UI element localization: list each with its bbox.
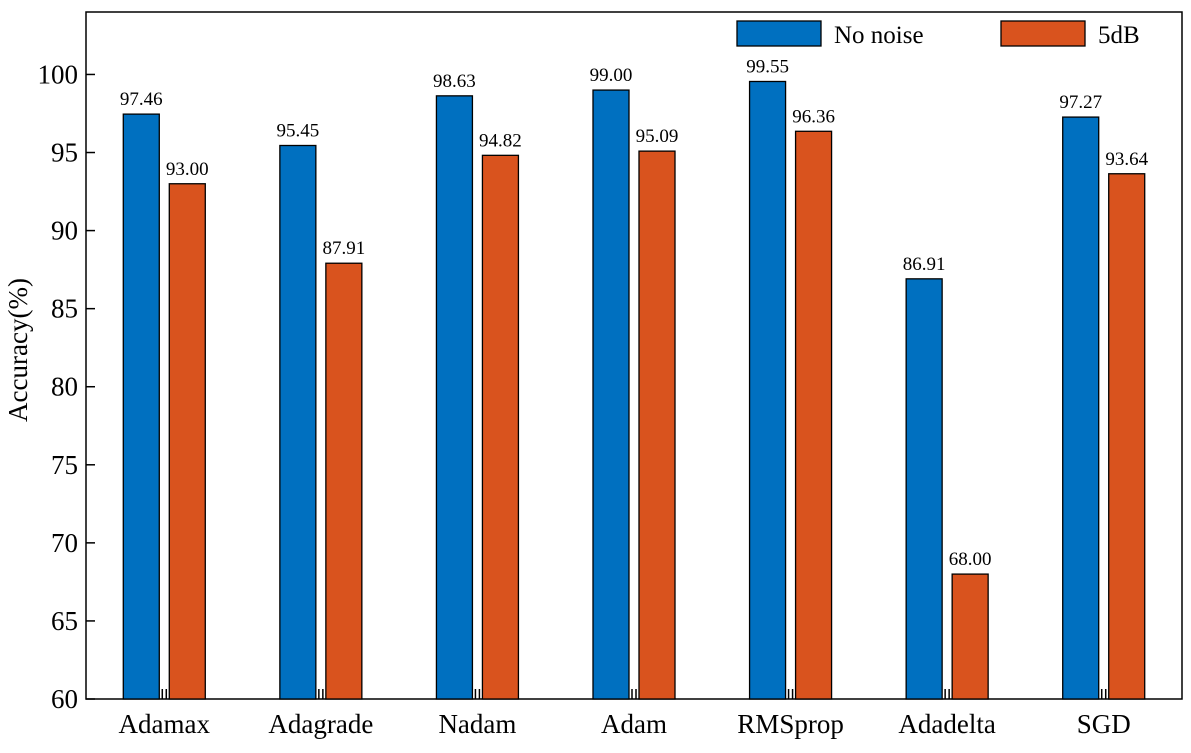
bar-5db-adam bbox=[638, 150, 676, 700]
x-category-label: Adagrade bbox=[268, 709, 373, 739]
y-tick-label: 80 bbox=[51, 372, 78, 402]
bar-series bbox=[122, 80, 1146, 700]
bar-no-noise-adadelta bbox=[905, 278, 943, 700]
data-label: 93.64 bbox=[1105, 149, 1148, 170]
legend: No noise 5dB bbox=[736, 20, 1140, 49]
x-category-label: RMSprop bbox=[737, 709, 844, 739]
data-label: 99.55 bbox=[746, 56, 789, 77]
plot-frame bbox=[85, 11, 1183, 700]
legend-swatch-5db bbox=[1000, 20, 1086, 47]
bar-5db-sgd bbox=[1108, 173, 1146, 700]
x-category-label: Adadelta bbox=[898, 709, 995, 739]
y-tick-label: 70 bbox=[51, 528, 78, 558]
x-axis-category-labels: Adamax Adagrade Nadam Adam RMSprop Adadelta SG… bbox=[119, 689, 1131, 739]
data-label: 95.09 bbox=[636, 126, 679, 147]
data-label: 86.91 bbox=[903, 254, 946, 275]
bar-5db-adagrade bbox=[325, 262, 363, 700]
legend-swatch-no-noise bbox=[736, 20, 822, 47]
y-tick-label: 75 bbox=[51, 450, 78, 480]
bar-no-noise-nadam bbox=[435, 95, 474, 700]
data-label: 96.36 bbox=[792, 106, 835, 127]
data-label: 97.27 bbox=[1059, 92, 1102, 113]
legend-label: 5dB bbox=[1098, 22, 1140, 49]
data-label: 95.45 bbox=[276, 120, 319, 141]
bar-no-noise-adamax bbox=[122, 113, 160, 700]
data-label: 98.63 bbox=[433, 71, 476, 92]
y-tick-label: 95 bbox=[51, 138, 78, 168]
data-label: 97.46 bbox=[120, 89, 163, 110]
y-tick-label: 65 bbox=[51, 606, 78, 636]
bar-5db-nadam bbox=[481, 154, 520, 700]
y-axis-title: Accuracy(%) bbox=[3, 278, 33, 422]
data-label: 99.00 bbox=[590, 65, 633, 86]
y-tick-label: 60 bbox=[51, 684, 78, 714]
y-tick-label: 90 bbox=[51, 216, 78, 246]
bar-5db-adamax bbox=[168, 183, 206, 700]
bar-no-noise-adagrade bbox=[279, 144, 317, 700]
bar-5db-rmsprop bbox=[794, 130, 833, 700]
legend-label: No noise bbox=[834, 22, 924, 49]
data-label: 94.82 bbox=[479, 130, 522, 151]
x-category-label: Adamax bbox=[119, 709, 211, 739]
bar-5db-adadelta bbox=[951, 573, 989, 700]
y-tick-label: 100 bbox=[38, 59, 79, 89]
data-label: 87.91 bbox=[322, 238, 365, 259]
data-labels: 97.46 93.00 95.45 87.91 98.63 94.82 99.00 95.09… bbox=[120, 56, 1149, 570]
data-label: 68.00 bbox=[949, 549, 992, 570]
bar-no-noise-rmsprop bbox=[748, 80, 787, 700]
bar-no-noise-adam bbox=[592, 89, 630, 700]
x-category-label: Adam bbox=[601, 709, 667, 739]
x-category-label: Nadam bbox=[438, 709, 516, 739]
data-label: 93.00 bbox=[166, 159, 209, 180]
y-tick-label: 85 bbox=[51, 294, 78, 324]
bar-no-noise-sgd bbox=[1062, 116, 1100, 700]
y-axis-ticks: 60 65 70 75 80 85 90 95 100 bbox=[38, 59, 95, 714]
x-category-label: SGD bbox=[1077, 709, 1131, 739]
